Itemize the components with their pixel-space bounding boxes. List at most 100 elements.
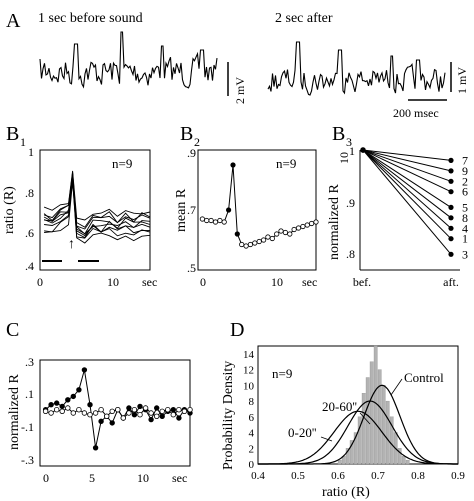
b3-series-label: 2: [462, 174, 468, 188]
b2-point: [291, 226, 297, 233]
b3-yticks: 1 .9 .8: [346, 144, 355, 261]
b2-plot-frame: [197, 149, 317, 271]
b3-series-line: [362, 149, 452, 172]
d-xtick: 0.7: [371, 470, 385, 482]
b2-point: [287, 231, 293, 237]
c-point-filled: [137, 403, 143, 410]
d-ytick: 6: [249, 412, 255, 424]
b2-yticks: .9 .7 .5: [187, 146, 196, 275]
c-point-open: [120, 415, 126, 421]
d-hist-bar: [405, 459, 410, 465]
c-point-open: [81, 410, 88, 416]
b2-point: [230, 162, 236, 168]
c-point-filled: [98, 418, 104, 424]
c-point-open: [48, 410, 54, 416]
b2-ytick: .7: [187, 203, 196, 217]
c-point-filled: [131, 412, 138, 418]
b2-point: [300, 223, 306, 230]
c-point-open: [103, 413, 110, 419]
b3-point-after: [448, 236, 454, 242]
d-ylabel: Probability Density: [221, 361, 236, 470]
d-leader-control: [390, 378, 403, 396]
b3-series-line: [362, 149, 452, 240]
d-ytick: 0: [249, 459, 255, 471]
b2-point: [282, 229, 288, 236]
b2-point: [304, 222, 310, 228]
d-xtick: 0.5: [291, 470, 305, 482]
panel-b1-sub: 1: [20, 135, 26, 149]
b3-series-line: [362, 149, 452, 161]
c-point-filled: [87, 402, 93, 408]
b3-series-label: 8: [462, 211, 468, 225]
b3-ylabel: normalized R: [327, 184, 342, 260]
scale-left-label: 2 mV: [233, 77, 247, 104]
b2-point: [208, 217, 214, 224]
b3-point-after: [448, 157, 454, 163]
d-xticks: 0.4 0.5 0.6 0.7 0.8 0.9: [251, 470, 465, 482]
panel-b1-letter: B: [6, 123, 19, 145]
b3-ytick: .9: [346, 196, 355, 210]
b3-series-line: [362, 149, 452, 255]
c-point-open: [181, 408, 188, 414]
c-point-filled: [148, 416, 154, 423]
c-point-filled: [92, 445, 99, 451]
c-xtick: 0: [43, 471, 49, 485]
panel-b3-letter: B: [332, 123, 345, 145]
b3-xtick: bef.: [353, 275, 371, 289]
c-point-open: [165, 407, 171, 413]
c-point-open: [126, 410, 132, 416]
c-point-open: [159, 408, 165, 414]
b1-trace-line: [44, 174, 151, 235]
c-point-open: [59, 408, 65, 414]
b2-point: [278, 228, 284, 234]
d-xtick: 0.4: [251, 470, 265, 482]
d-hist-bar: [365, 377, 370, 465]
b3-point-after: [448, 189, 454, 195]
b2-point: [212, 219, 219, 225]
b3-series-line: [362, 149, 452, 182]
panel-b2-letter: B: [180, 123, 193, 145]
c-point-filled: [159, 413, 165, 419]
b3-series-line: [362, 149, 452, 208]
d-ytick: 8: [249, 396, 255, 408]
panel-a-caption-left: 1 sec before sound: [38, 11, 143, 26]
b1-ytick: .4: [25, 259, 34, 273]
panel-b2-sub: 2: [194, 135, 200, 149]
c-point-open: [109, 408, 115, 414]
c-xtick: 5: [89, 471, 95, 485]
b2-point: [256, 238, 262, 245]
panel-c-letter: C: [6, 319, 19, 341]
trace-before-sound: [39, 31, 218, 89]
b3-series-label: 4: [462, 221, 468, 235]
d-xtick: 0.6: [331, 470, 345, 482]
b1-xtick: 0: [37, 275, 43, 289]
d-curve: [258, 410, 458, 465]
b3-ylabel-sub: 10: [337, 152, 351, 164]
b1-ytick: .6: [25, 226, 34, 240]
c-point-filled: [176, 415, 182, 421]
c-series: [42, 367, 193, 451]
b2-point: [243, 243, 249, 249]
d-hist-bar: [397, 448, 402, 465]
c-point-open: [170, 412, 176, 418]
b3-series-line: [362, 149, 452, 193]
b2-point: [204, 217, 210, 224]
b1-yticks: 1 .8 .6 .4: [25, 145, 34, 273]
d-leader-20-60: [359, 412, 371, 425]
d-ytick: 12: [243, 365, 254, 377]
c-point-open: [98, 407, 104, 413]
c-point-filled: [48, 402, 54, 408]
panel-a-letter: A: [6, 10, 21, 32]
d-xtick: 0.8: [411, 470, 425, 482]
d-curves: [258, 384, 458, 465]
c-ylabel: normalized R: [7, 374, 22, 450]
c-ytick: .3: [25, 355, 34, 369]
b2-point: [199, 216, 205, 222]
b2-point: [247, 241, 253, 248]
b1-ytick: 1: [28, 145, 34, 159]
b1-trace-line: [44, 180, 151, 239]
c-xtick: 10: [137, 471, 149, 485]
b3-series-label: 7: [462, 153, 468, 167]
b3-series-label: 5: [462, 200, 468, 214]
